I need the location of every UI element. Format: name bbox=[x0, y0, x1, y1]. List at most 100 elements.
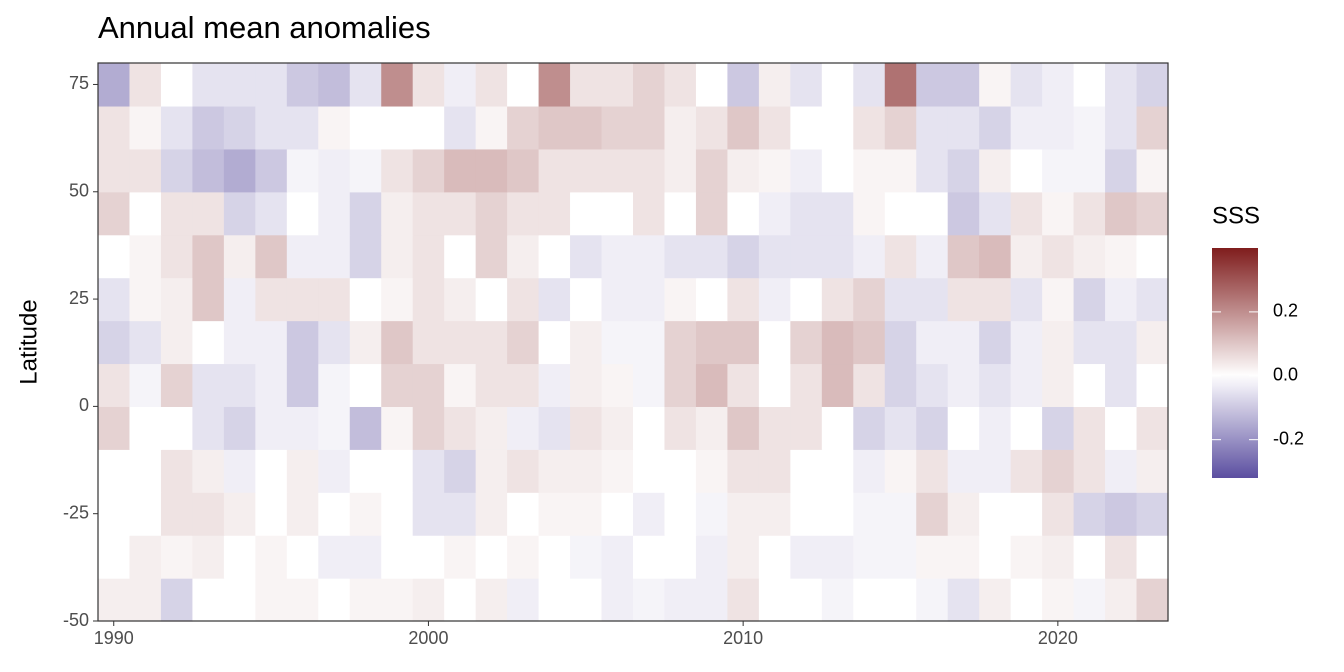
heat-cell bbox=[947, 535, 980, 579]
heat-cell bbox=[853, 363, 886, 407]
heat-cell bbox=[286, 578, 319, 622]
heat-cell bbox=[223, 234, 256, 279]
heat-cell bbox=[318, 63, 351, 107]
heat-cell bbox=[1073, 449, 1106, 493]
heat-cell bbox=[538, 578, 571, 622]
heat-cell bbox=[853, 578, 886, 622]
heat-cell bbox=[444, 63, 477, 107]
heat-cell bbox=[286, 406, 319, 450]
heat-cell bbox=[1042, 105, 1075, 150]
heat-cell bbox=[223, 578, 256, 622]
heat-cell bbox=[129, 234, 162, 279]
heat-cell bbox=[255, 492, 288, 536]
heat-cell bbox=[916, 234, 949, 279]
heat-cell bbox=[129, 363, 162, 407]
heat-cell bbox=[286, 191, 319, 236]
heat-cell bbox=[286, 363, 319, 407]
heat-cell bbox=[538, 406, 571, 450]
heat-cell bbox=[538, 105, 571, 150]
heat-cell bbox=[412, 105, 445, 150]
heat-cell bbox=[1042, 320, 1075, 365]
heat-cell bbox=[475, 234, 508, 279]
heat-cell bbox=[916, 277, 949, 322]
colorbar bbox=[1212, 248, 1258, 478]
heat-cell bbox=[475, 277, 508, 322]
heat-cell bbox=[821, 535, 854, 579]
heat-cell bbox=[1136, 148, 1169, 193]
heat-cell bbox=[727, 148, 760, 193]
heat-cell bbox=[160, 449, 194, 493]
heat-cell bbox=[1073, 492, 1106, 536]
heat-cell bbox=[884, 277, 917, 322]
heat-cell bbox=[192, 148, 225, 193]
heat-cell bbox=[349, 363, 382, 407]
heat-cell bbox=[821, 320, 854, 365]
heat-cell bbox=[223, 277, 256, 322]
heat-cell bbox=[1136, 234, 1169, 279]
heat-cell bbox=[1042, 535, 1075, 579]
heat-cell bbox=[160, 234, 194, 279]
heat-cell bbox=[129, 320, 162, 365]
heat-cell bbox=[349, 449, 382, 493]
heat-cell bbox=[695, 492, 729, 536]
heat-cell bbox=[1010, 363, 1043, 407]
heat-cell bbox=[444, 148, 477, 193]
heat-cell bbox=[570, 277, 603, 322]
heat-cell bbox=[821, 148, 854, 193]
heat-cell bbox=[412, 63, 445, 107]
heat-cell bbox=[601, 148, 634, 193]
heat-cell bbox=[884, 234, 917, 279]
heat-cell bbox=[664, 363, 697, 407]
heat-cell bbox=[979, 363, 1012, 407]
heat-cell bbox=[223, 406, 256, 450]
heat-cell bbox=[475, 105, 508, 150]
heat-cell bbox=[1105, 578, 1138, 622]
heat-cell bbox=[853, 148, 886, 193]
heat-cell bbox=[349, 492, 382, 536]
heat-cell bbox=[1010, 63, 1043, 107]
heat-cell bbox=[853, 535, 886, 579]
heat-cell bbox=[381, 578, 414, 622]
heat-cell bbox=[916, 63, 949, 107]
heat-cell bbox=[1136, 63, 1169, 107]
heat-cell bbox=[853, 492, 886, 536]
heat-cell bbox=[695, 406, 729, 450]
heat-cell bbox=[695, 449, 729, 493]
heat-cell bbox=[1042, 148, 1075, 193]
heat-cell bbox=[1136, 277, 1169, 322]
heat-cell bbox=[601, 363, 634, 407]
heat-cell bbox=[695, 63, 729, 107]
heat-cell bbox=[255, 363, 288, 407]
heat-cell bbox=[695, 535, 729, 579]
heat-cell bbox=[223, 363, 256, 407]
heat-cell bbox=[570, 535, 603, 579]
heat-cell bbox=[318, 363, 351, 407]
heat-cell bbox=[98, 363, 131, 407]
heat-cell bbox=[507, 63, 540, 107]
heat-cell bbox=[790, 63, 823, 107]
heat-cell bbox=[601, 535, 634, 579]
heat-cell bbox=[1105, 191, 1138, 236]
heat-cell bbox=[349, 320, 382, 365]
heat-cell bbox=[507, 492, 540, 536]
heat-cell bbox=[381, 234, 414, 279]
x-tick-label: 1990 bbox=[94, 628, 134, 648]
heat-cell bbox=[507, 277, 540, 322]
heat-cell bbox=[1010, 277, 1043, 322]
heat-cell bbox=[790, 191, 823, 236]
heat-cell bbox=[727, 492, 760, 536]
heat-cell bbox=[538, 63, 571, 107]
heat-cell bbox=[318, 406, 351, 450]
heat-cell bbox=[192, 535, 225, 579]
heat-cell bbox=[633, 234, 666, 279]
heat-cell bbox=[412, 363, 445, 407]
heat-cell bbox=[727, 277, 760, 322]
heat-cell bbox=[601, 492, 634, 536]
heat-cell bbox=[475, 148, 508, 193]
heat-cell bbox=[1105, 148, 1138, 193]
heat-cell bbox=[255, 148, 288, 193]
heat-cell bbox=[98, 105, 131, 150]
heat-cell bbox=[160, 535, 194, 579]
heat-cell bbox=[853, 105, 886, 150]
heat-cell bbox=[727, 406, 760, 450]
